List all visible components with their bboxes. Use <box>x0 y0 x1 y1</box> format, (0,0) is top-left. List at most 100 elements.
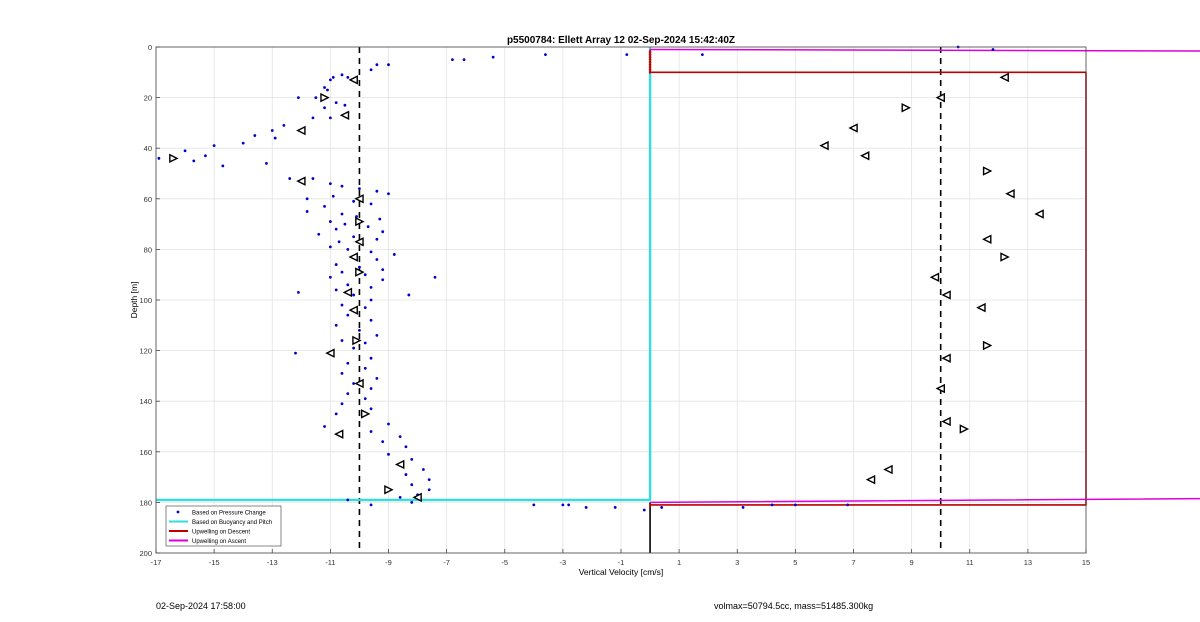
direction-marker <box>355 267 365 277</box>
direction-marker <box>394 459 405 470</box>
direction-marker <box>348 252 358 262</box>
pressure-point <box>462 58 466 62</box>
direction-marker <box>169 153 179 164</box>
pressure-point <box>404 473 408 476</box>
pressure-point <box>241 141 245 145</box>
descent-point <box>648 50 652 54</box>
y-tick-label: 180 <box>139 498 152 507</box>
pressure-point <box>253 134 257 137</box>
descent-point <box>648 58 652 61</box>
pressure-point <box>369 250 373 254</box>
direction-marker <box>360 409 371 419</box>
pressure-point <box>375 334 379 337</box>
pressure-point <box>328 116 332 120</box>
pressure-point <box>404 445 408 449</box>
pressure-point <box>334 323 338 327</box>
reference-lines <box>358 47 942 553</box>
direction-marker <box>296 176 306 186</box>
pressure-point <box>387 192 390 196</box>
pressure-point <box>323 86 326 89</box>
direction-marker <box>935 92 945 103</box>
pressure-point <box>387 422 390 426</box>
pressure-point <box>340 73 344 77</box>
pressure-point <box>346 248 350 251</box>
descent-point <box>648 65 652 69</box>
x-tick-label: 11 <box>966 558 974 567</box>
direction-marker <box>848 123 858 133</box>
pressure-point <box>846 503 850 507</box>
pressure-point <box>297 96 300 99</box>
pressure-point <box>346 361 350 365</box>
x-tick-label: -17 <box>151 558 162 567</box>
pressure-point <box>369 387 373 390</box>
descent-point <box>648 71 652 74</box>
pressure-point <box>410 457 414 461</box>
pressure-point <box>346 498 350 502</box>
y-tick-label: 100 <box>139 296 152 305</box>
pressure-point <box>323 106 326 110</box>
pressure-point <box>793 503 797 507</box>
marker-layer <box>169 72 1044 503</box>
pressure-point <box>328 245 332 249</box>
direction-marker <box>325 348 335 358</box>
pressure-point <box>212 144 216 148</box>
pressure-point <box>532 503 536 507</box>
pressure-point <box>363 366 367 370</box>
x-tick-label: -1 <box>618 558 625 567</box>
pressure-point <box>398 495 402 499</box>
y-tick-label: 0 <box>148 43 152 52</box>
pressure-point <box>340 270 344 274</box>
pressure-point <box>337 240 341 244</box>
pressure-point <box>331 194 335 198</box>
pressure-point <box>340 184 344 188</box>
direction-marker <box>1000 252 1010 262</box>
pressure-point <box>433 275 437 279</box>
pressure-point <box>427 488 431 492</box>
pressure-point <box>346 75 350 79</box>
pressure-point <box>183 149 187 153</box>
pressure-point <box>398 435 402 439</box>
pressure-point <box>204 154 207 158</box>
y-tick-label: 160 <box>139 448 152 457</box>
pressure-point <box>369 298 373 302</box>
pressure-point <box>157 156 161 160</box>
direction-marker <box>982 166 993 176</box>
pressure-point <box>700 53 704 56</box>
y-tick-label: 40 <box>144 144 152 153</box>
pressure-point <box>741 506 745 509</box>
direction-marker <box>339 110 350 121</box>
x-tick-label: 15 <box>1082 558 1090 567</box>
x-tick-label: -13 <box>267 558 278 567</box>
legend-box <box>165 505 282 547</box>
legend: Based on Pressure Change Based on Buoyanc… <box>165 505 282 547</box>
direction-marker <box>1005 189 1015 199</box>
pressure-point <box>387 63 390 67</box>
direction-marker <box>355 216 365 227</box>
x-tick-label: 3 <box>735 558 739 567</box>
direction-marker <box>982 340 993 351</box>
pressure-point <box>392 253 396 256</box>
direction-marker <box>348 75 358 85</box>
pressure-point <box>381 268 385 272</box>
pressure-point <box>328 182 332 186</box>
pressure-point <box>369 356 373 360</box>
pressure-point <box>343 103 347 107</box>
pressure-point <box>328 275 332 279</box>
pressure-point <box>369 285 373 289</box>
pressure-point <box>311 116 315 120</box>
pressure-point <box>381 278 385 282</box>
direction-marker <box>342 287 353 298</box>
series-line <box>156 47 652 502</box>
pressure-point <box>311 177 315 180</box>
direction-marker <box>412 492 422 503</box>
direction-marker <box>865 474 876 485</box>
pressure-point <box>328 220 332 223</box>
pressure-point <box>352 235 356 239</box>
tick-labels: -17 -15 -13 -11 -9 -7 -5 -3 -1 1 3 5 7 9 11 13 150204060… <box>139 43 1090 567</box>
direction-marker <box>935 383 945 394</box>
pressure-point <box>642 508 646 512</box>
pressure-point <box>358 265 361 269</box>
pressure-point <box>625 53 629 56</box>
pressure-point <box>410 483 414 487</box>
